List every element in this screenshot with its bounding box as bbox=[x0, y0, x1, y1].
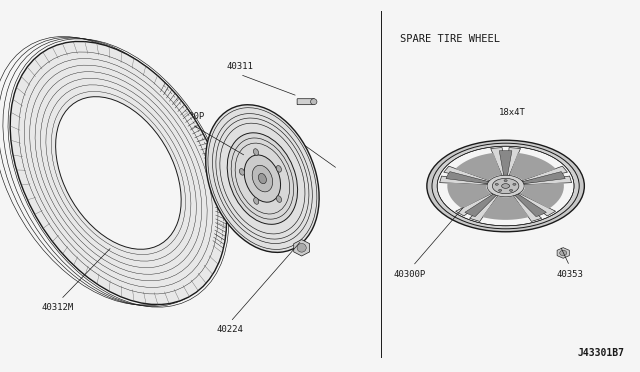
Ellipse shape bbox=[560, 250, 567, 256]
Text: 18x4T: 18x4T bbox=[499, 108, 525, 117]
Ellipse shape bbox=[253, 198, 259, 204]
Polygon shape bbox=[465, 194, 497, 217]
Ellipse shape bbox=[297, 243, 306, 252]
Polygon shape bbox=[446, 171, 490, 184]
Circle shape bbox=[509, 189, 513, 191]
Polygon shape bbox=[516, 192, 556, 216]
Polygon shape bbox=[294, 240, 310, 256]
Polygon shape bbox=[557, 248, 570, 258]
Polygon shape bbox=[455, 153, 502, 180]
Circle shape bbox=[427, 140, 584, 232]
Polygon shape bbox=[515, 194, 547, 217]
Polygon shape bbox=[522, 171, 565, 184]
Ellipse shape bbox=[259, 173, 266, 184]
Polygon shape bbox=[520, 182, 564, 209]
Circle shape bbox=[504, 180, 507, 182]
Polygon shape bbox=[482, 196, 529, 220]
Ellipse shape bbox=[276, 196, 282, 202]
Ellipse shape bbox=[276, 166, 282, 172]
Circle shape bbox=[495, 183, 499, 185]
Polygon shape bbox=[456, 192, 495, 216]
Circle shape bbox=[437, 146, 574, 226]
Polygon shape bbox=[444, 166, 492, 182]
Ellipse shape bbox=[205, 105, 319, 252]
Ellipse shape bbox=[239, 169, 244, 175]
Text: 40300P: 40300P bbox=[173, 112, 205, 121]
Ellipse shape bbox=[10, 41, 227, 305]
Polygon shape bbox=[470, 194, 499, 221]
Polygon shape bbox=[509, 153, 556, 180]
FancyBboxPatch shape bbox=[297, 99, 314, 105]
Ellipse shape bbox=[56, 97, 181, 249]
Text: 40312M: 40312M bbox=[42, 303, 74, 312]
Text: 40311: 40311 bbox=[227, 62, 253, 71]
Text: SPARE TIRE WHEEL: SPARE TIRE WHEEL bbox=[400, 34, 500, 44]
Polygon shape bbox=[507, 148, 520, 177]
Ellipse shape bbox=[252, 165, 273, 192]
Ellipse shape bbox=[227, 133, 298, 224]
Polygon shape bbox=[491, 148, 504, 177]
Text: J43301B7: J43301B7 bbox=[577, 348, 624, 358]
Polygon shape bbox=[513, 194, 541, 221]
Ellipse shape bbox=[310, 99, 317, 105]
Circle shape bbox=[499, 189, 502, 191]
Ellipse shape bbox=[253, 149, 259, 155]
Ellipse shape bbox=[244, 155, 280, 202]
Polygon shape bbox=[522, 176, 572, 185]
Polygon shape bbox=[520, 166, 568, 182]
Polygon shape bbox=[440, 176, 490, 185]
Polygon shape bbox=[499, 151, 512, 176]
Circle shape bbox=[432, 143, 579, 229]
Circle shape bbox=[487, 175, 524, 197]
Circle shape bbox=[492, 178, 519, 194]
Text: 40224: 40224 bbox=[217, 326, 244, 334]
Circle shape bbox=[513, 183, 516, 185]
Text: 40353: 40353 bbox=[556, 270, 583, 279]
Text: 40300P: 40300P bbox=[394, 270, 426, 279]
Polygon shape bbox=[447, 182, 491, 209]
Circle shape bbox=[502, 184, 509, 188]
